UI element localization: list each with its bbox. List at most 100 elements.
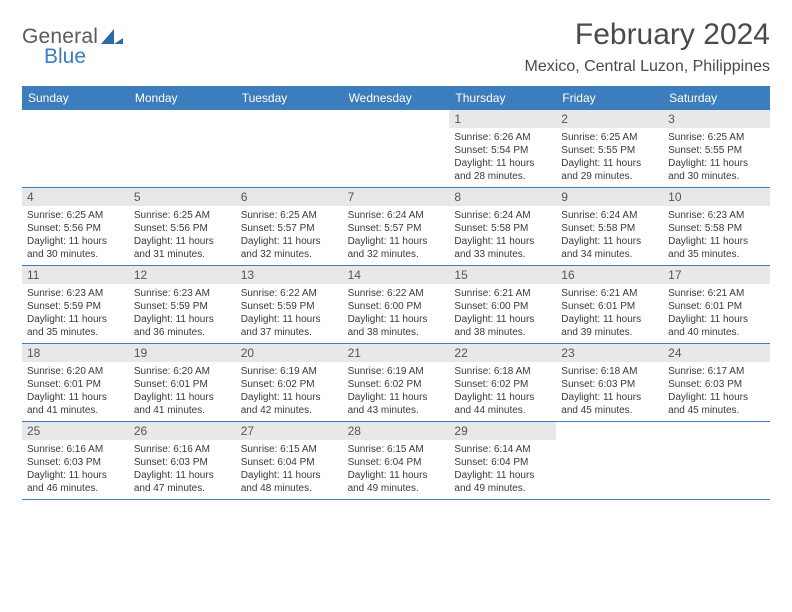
page-subtitle: Mexico, Central Luzon, Philippines xyxy=(525,58,770,76)
day-number: 10 xyxy=(663,188,770,206)
sunrise-text: Sunrise: 6:25 AM xyxy=(561,131,658,144)
day-number: 4 xyxy=(22,188,129,206)
sunset-text: Sunset: 5:57 PM xyxy=(241,222,338,235)
sunset-text: Sunset: 5:54 PM xyxy=(454,144,551,157)
day-number: 27 xyxy=(236,422,343,440)
page-title: February 2024 xyxy=(525,18,770,52)
sunrise-text: Sunrise: 6:17 AM xyxy=(668,365,765,378)
daylight-text: Daylight: 11 hours and 32 minutes. xyxy=(348,235,445,261)
day-number: 11 xyxy=(22,266,129,284)
title-block: February 2024 Mexico, Central Luzon, Phi… xyxy=(525,18,770,76)
day-cell: 11Sunrise: 6:23 AMSunset: 5:59 PMDayligh… xyxy=(22,266,129,343)
daylight-text: Daylight: 11 hours and 33 minutes. xyxy=(454,235,551,261)
page: General Blue February 2024 Mexico, Centr… xyxy=(0,0,792,518)
sunset-text: Sunset: 6:04 PM xyxy=(348,456,445,469)
day-number: 8 xyxy=(449,188,556,206)
sunrise-text: Sunrise: 6:25 AM xyxy=(134,209,231,222)
day-number: 22 xyxy=(449,344,556,362)
day-number: 26 xyxy=(129,422,236,440)
daylight-text: Daylight: 11 hours and 45 minutes. xyxy=(561,391,658,417)
day-body: Sunrise: 6:19 AMSunset: 6:02 PMDaylight:… xyxy=(236,362,343,421)
daylight-text: Daylight: 11 hours and 38 minutes. xyxy=(454,313,551,339)
sunrise-text: Sunrise: 6:24 AM xyxy=(348,209,445,222)
daylight-text: Daylight: 11 hours and 29 minutes. xyxy=(561,157,658,183)
sunset-text: Sunset: 5:55 PM xyxy=(668,144,765,157)
day-cell xyxy=(236,110,343,187)
daylight-text: Daylight: 11 hours and 48 minutes. xyxy=(241,469,338,495)
sunset-text: Sunset: 5:56 PM xyxy=(134,222,231,235)
day-body: Sunrise: 6:20 AMSunset: 6:01 PMDaylight:… xyxy=(22,362,129,421)
sunset-text: Sunset: 5:57 PM xyxy=(348,222,445,235)
dayhead-friday: Friday xyxy=(556,86,663,110)
sunset-text: Sunset: 5:59 PM xyxy=(241,300,338,313)
sunrise-text: Sunrise: 6:24 AM xyxy=(454,209,551,222)
day-cell xyxy=(129,110,236,187)
week-row: 11Sunrise: 6:23 AMSunset: 5:59 PMDayligh… xyxy=(22,266,770,344)
day-cell: 7Sunrise: 6:24 AMSunset: 5:57 PMDaylight… xyxy=(343,188,450,265)
day-body: Sunrise: 6:17 AMSunset: 6:03 PMDaylight:… xyxy=(663,362,770,421)
calendar: Sunday Monday Tuesday Wednesday Thursday… xyxy=(22,86,770,500)
sunrise-text: Sunrise: 6:25 AM xyxy=(27,209,124,222)
daylight-text: Daylight: 11 hours and 35 minutes. xyxy=(27,313,124,339)
week-row: 25Sunrise: 6:16 AMSunset: 6:03 PMDayligh… xyxy=(22,422,770,500)
day-number: 15 xyxy=(449,266,556,284)
day-body: Sunrise: 6:23 AMSunset: 5:59 PMDaylight:… xyxy=(22,284,129,343)
sunrise-text: Sunrise: 6:19 AM xyxy=(348,365,445,378)
day-number: 14 xyxy=(343,266,450,284)
sunrise-text: Sunrise: 6:22 AM xyxy=(348,287,445,300)
daylight-text: Daylight: 11 hours and 31 minutes. xyxy=(134,235,231,261)
sunrise-text: Sunrise: 6:21 AM xyxy=(561,287,658,300)
day-cell: 14Sunrise: 6:22 AMSunset: 6:00 PMDayligh… xyxy=(343,266,450,343)
week-row: 4Sunrise: 6:25 AMSunset: 5:56 PMDaylight… xyxy=(22,188,770,266)
daylight-text: Daylight: 11 hours and 28 minutes. xyxy=(454,157,551,183)
dayhead-thursday: Thursday xyxy=(449,86,556,110)
day-number: 3 xyxy=(663,110,770,128)
daylight-text: Daylight: 11 hours and 30 minutes. xyxy=(27,235,124,261)
sunset-text: Sunset: 6:01 PM xyxy=(668,300,765,313)
daylight-text: Daylight: 11 hours and 37 minutes. xyxy=(241,313,338,339)
daylight-text: Daylight: 11 hours and 49 minutes. xyxy=(454,469,551,495)
daylight-text: Daylight: 11 hours and 36 minutes. xyxy=(134,313,231,339)
sunrise-text: Sunrise: 6:19 AM xyxy=(241,365,338,378)
daylight-text: Daylight: 11 hours and 47 minutes. xyxy=(134,469,231,495)
sunset-text: Sunset: 5:59 PM xyxy=(134,300,231,313)
day-cell xyxy=(343,110,450,187)
day-number: 13 xyxy=(236,266,343,284)
day-cell: 9Sunrise: 6:24 AMSunset: 5:58 PMDaylight… xyxy=(556,188,663,265)
daylight-text: Daylight: 11 hours and 43 minutes. xyxy=(348,391,445,417)
day-cell: 6Sunrise: 6:25 AMSunset: 5:57 PMDaylight… xyxy=(236,188,343,265)
sunset-text: Sunset: 6:02 PM xyxy=(348,378,445,391)
daylight-text: Daylight: 11 hours and 39 minutes. xyxy=(561,313,658,339)
day-cell: 1Sunrise: 6:26 AMSunset: 5:54 PMDaylight… xyxy=(449,110,556,187)
sunset-text: Sunset: 5:58 PM xyxy=(454,222,551,235)
daylight-text: Daylight: 11 hours and 46 minutes. xyxy=(27,469,124,495)
sunrise-text: Sunrise: 6:15 AM xyxy=(348,443,445,456)
sunset-text: Sunset: 6:03 PM xyxy=(134,456,231,469)
day-cell: 4 Sunrise: 6:25 AMSunset: 5:56 PMDaylight… xyxy=(22,188,129,265)
sunrise-text: Sunrise: 6:18 AM xyxy=(454,365,551,378)
sunrise-text: Sunrise: 6:22 AM xyxy=(241,287,338,300)
daylight-text: Daylight: 11 hours and 30 minutes. xyxy=(668,157,765,183)
day-cell xyxy=(556,422,663,499)
day-cell: 18Sunrise: 6:20 AMSunset: 6:01 PMDayligh… xyxy=(22,344,129,421)
day-cell: 25Sunrise: 6:16 AMSunset: 6:03 PMDayligh… xyxy=(22,422,129,499)
day-body: Sunrise: 6:24 AMSunset: 5:58 PMDaylight:… xyxy=(556,206,663,265)
day-body: Sunrise: 6:22 AMSunset: 6:00 PMDaylight:… xyxy=(343,284,450,343)
day-number: 29 xyxy=(449,422,556,440)
day-cell: 21Sunrise: 6:19 AMSunset: 6:02 PMDayligh… xyxy=(343,344,450,421)
day-cell: 20Sunrise: 6:19 AMSunset: 6:02 PMDayligh… xyxy=(236,344,343,421)
day-header-row: Sunday Monday Tuesday Wednesday Thursday… xyxy=(22,86,770,110)
sunset-text: Sunset: 6:04 PM xyxy=(454,456,551,469)
day-number: 19 xyxy=(129,344,236,362)
sunset-text: Sunset: 5:56 PM xyxy=(27,222,124,235)
day-body: Sunrise: 6:18 AMSunset: 6:02 PMDaylight:… xyxy=(449,362,556,421)
daylight-text: Daylight: 11 hours and 49 minutes. xyxy=(348,469,445,495)
day-number: 1 xyxy=(449,110,556,128)
daylight-text: Daylight: 11 hours and 44 minutes. xyxy=(454,391,551,417)
day-cell: 29Sunrise: 6:14 AMSunset: 6:04 PMDayligh… xyxy=(449,422,556,499)
day-cell: 12Sunrise: 6:23 AMSunset: 5:59 PMDayligh… xyxy=(129,266,236,343)
day-body: Sunrise: 6:25 AMSunset: 5:55 PMDaylight:… xyxy=(556,128,663,187)
day-cell: 24Sunrise: 6:17 AMSunset: 6:03 PMDayligh… xyxy=(663,344,770,421)
day-cell: 15Sunrise: 6:21 AMSunset: 6:00 PMDayligh… xyxy=(449,266,556,343)
sunset-text: Sunset: 6:03 PM xyxy=(668,378,765,391)
